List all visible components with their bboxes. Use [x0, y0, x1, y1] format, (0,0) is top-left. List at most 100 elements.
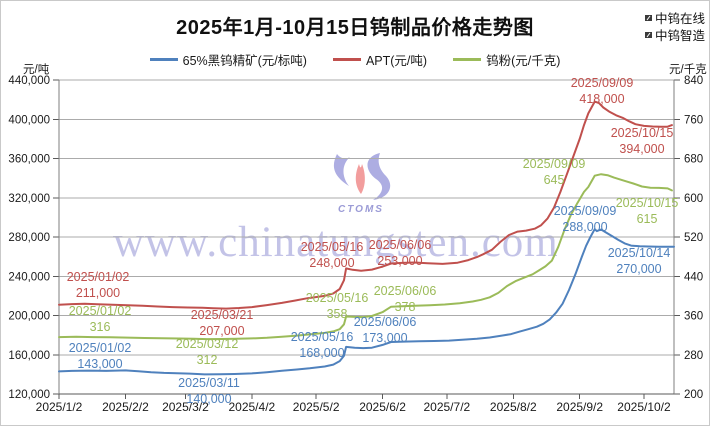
brand-row-ctia: 中钨在线 [644, 9, 705, 26]
annotation-series2-2025-05-16: 2025/05/16 358 [306, 291, 369, 322]
right-axis-tick-label: 840 [684, 75, 703, 87]
annotation-value: 168,000 [299, 345, 345, 360]
right-axis-tick-label: 680 [684, 154, 703, 166]
annotation-date: 2025/05/16 [290, 330, 354, 344]
series-line-1 [58, 100, 673, 310]
powder-line-swatch [453, 58, 482, 61]
annotation-date: 2025/06/06 [353, 315, 417, 329]
x-axis-tick-label: 2025/9/2 [556, 400, 603, 414]
annotation-value: 316 [89, 319, 111, 334]
logo-caption: CTOMS [338, 204, 384, 215]
annotation-date: 2025/01/02 [68, 341, 132, 355]
brand-block: 中钨在线 中钨智造 [644, 9, 705, 43]
series-line-2 [58, 173, 673, 341]
annotation-series2-2025-06-06: 2025/06/06 378 [374, 284, 437, 315]
annotation-series2-2025-09-09: 2025/09/09 645 [523, 157, 586, 188]
annotation-series0-2025-06-06: 2025/06/06 173,000 [354, 315, 417, 346]
annotation-value: 418,000 [579, 91, 625, 106]
annotation-value: 140,000 [186, 391, 232, 406]
annotation-date: 2025/03/12 [175, 337, 239, 351]
right-axis-tick-label: 200 [684, 389, 703, 401]
legend-label-apt: APT(元/吨) [365, 54, 428, 68]
annotation-value: 207,000 [199, 323, 245, 338]
annotation-value: 143,000 [77, 356, 123, 371]
annotation-series0-2025-10-14: 2025/10/14 270,000 [608, 246, 671, 277]
annotation-date: 2025/10/15 [615, 196, 679, 210]
brand-label-smart: 中钨智造 [654, 29, 705, 43]
brand-label-online: 中钨在线 [654, 12, 705, 26]
annotation-value: 173,000 [362, 330, 408, 345]
logo-left-flame [333, 154, 350, 186]
annotation-date: 2025/09/09 [570, 76, 634, 90]
annotation-value: 288,000 [562, 219, 608, 234]
brand-row-smart: 中钨智造 [644, 26, 705, 43]
series-line-0 [58, 228, 675, 376]
annotation-series1-2025-09-09: 2025/09/09 418,000 [571, 76, 634, 107]
left-axis-tick-label: 240,000 [8, 271, 50, 283]
chinatungsten-smart-icon [644, 31, 652, 38]
annotation-date: 2025/06/06 [373, 284, 437, 298]
legend-item-apt: APT(元/吨) [332, 50, 428, 69]
right-axis-unit: 元/千克 [669, 64, 707, 76]
annotation-date: 2025/09/09 [553, 204, 617, 218]
x-axis-tick-label: 2025/4/2 [228, 400, 275, 414]
annotation-date: 2025/05/16 [305, 291, 369, 305]
annotation-value: 312 [196, 352, 218, 367]
x-axis-tick-label: 2025/6/2 [359, 400, 406, 414]
left-axis-tick-label: 360,000 [8, 154, 50, 166]
annotation-date: 2025/09/09 [522, 157, 586, 171]
annotation-series2-2025-01-02: 2025/01/02 316 [69, 304, 132, 335]
annotation-date: 2025/05/16 [300, 240, 364, 254]
annotation-series1-2025-05-16: 2025/05/16 248,000 [301, 240, 364, 271]
annotation-value: 253,000 [377, 253, 423, 268]
legend-label-powder: 钨粉(元/千克) [486, 54, 561, 68]
legend-item-wolframite: 65%黑钨精矿(元/标吨) [149, 50, 307, 69]
logo-right-swirl [367, 153, 391, 200]
x-axis-tick-label: 2025/5/2 [293, 400, 340, 414]
right-axis-tick-label: 600 [684, 193, 703, 205]
wolframite-line-swatch [149, 58, 178, 61]
annotation-series1-2025-01-02: 2025/01/02 211,000 [67, 270, 130, 301]
right-axis-tick-label: 280 [684, 350, 703, 362]
left-axis-tick-label: 400,000 [8, 114, 50, 126]
annotation-value: 645 [543, 172, 565, 187]
left-axis-tick-label: 320,000 [8, 193, 50, 205]
chinatungsten-online-icon [644, 14, 652, 21]
right-axis-tick-label: 760 [684, 114, 703, 126]
annotation-series2-2025-03-12: 2025/03/12 312 [176, 337, 239, 368]
x-axis-tick-label: 2025/8/2 [490, 400, 537, 414]
left-axis-tick-label: 280,000 [8, 232, 50, 244]
legend-item-powder: 钨粉(元/千克) [453, 50, 560, 69]
annotation-date: 2025/10/14 [607, 246, 671, 260]
annotation-date: 2025/01/02 [66, 270, 130, 284]
left-axis-tick-label: 200,000 [8, 311, 50, 323]
annotation-series1-2025-06-06: 2025/06/06 253,000 [369, 238, 432, 269]
right-axis-tick-label: 360 [684, 311, 703, 323]
chart-legend: 65%黑钨精矿(元/标吨) APT(元/吨) 钨粉(元/千克) [1, 50, 709, 69]
annotation-value: 248,000 [309, 255, 355, 270]
annotation-date: 2025/10/15 [610, 126, 674, 140]
apt-line-swatch [332, 58, 361, 61]
right-axis-tick-label: 520 [684, 232, 703, 244]
annotation-series2-2025-10-15: 2025/10/15 615 [616, 196, 679, 227]
right-axis-tick-label: 440 [684, 271, 703, 283]
logo-red-flame [355, 164, 365, 194]
left-axis-tick-label: 120,000 [8, 389, 50, 401]
chart-title: 2025年1月-10月15日钨制品价格走势图 [176, 17, 534, 39]
annotation-value: 615 [636, 211, 658, 226]
annotation-value: 211,000 [75, 285, 121, 300]
ctoms-logo: CTOMS [333, 153, 391, 215]
annotation-value: 394,000 [619, 141, 665, 156]
annotation-series0-2025-03-11: 2025/03/11 140,000 [178, 376, 240, 407]
left-axis-unit: 元/吨 [23, 64, 50, 76]
annotation-date: 2025/03/21 [190, 308, 254, 322]
annotation-date: 2025/01/02 [68, 304, 132, 318]
annotation-date: 2025/06/06 [368, 238, 432, 252]
x-axis-tick-label: 2025/1/2 [36, 400, 83, 414]
x-axis-tick-label: 2025/10/2 [617, 400, 671, 414]
annotation-series0-2025-05-16: 2025/05/16 168,000 [291, 330, 354, 361]
watermark-text: www.chinatungsten.com [113, 219, 559, 266]
x-axis-tick-label: 2025/3/2 [162, 400, 209, 414]
annotation-value: 378 [394, 299, 416, 314]
